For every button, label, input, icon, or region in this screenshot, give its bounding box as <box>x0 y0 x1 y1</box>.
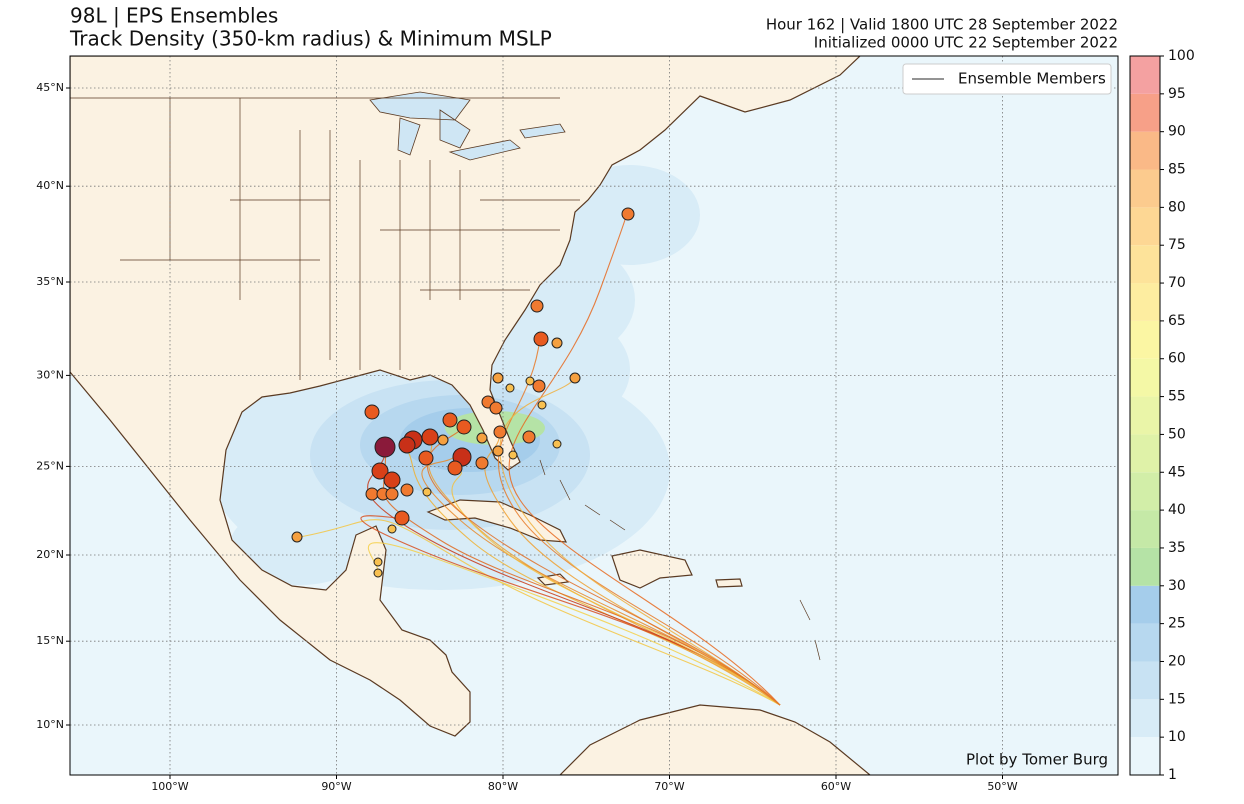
colorbar-tick-label: 65 <box>1168 313 1186 329</box>
colorbar-tick-label: 55 <box>1168 389 1186 405</box>
colorbar-band <box>1130 93 1160 132</box>
lon-tick-label: 50°W <box>987 780 1017 793</box>
state-borders <box>70 97 580 380</box>
lat-tick-label: 40°N <box>36 179 64 192</box>
lon-tick-label: 80°W <box>488 780 518 793</box>
colorbar-band <box>1130 207 1160 246</box>
credit: Plot by Tomer Burg <box>966 751 1108 769</box>
colorbar-tick-label: 15 <box>1168 691 1186 707</box>
colorbar-band <box>1130 510 1160 548</box>
colorbar: 1 10 15 20 25 30 35 40 45 50 55 60 65 70 75 80 85 90 95 100 <box>1129 48 1195 783</box>
init-time: Initialized 0000 UTC 22 September 2022 <box>814 34 1118 52</box>
colorbar-band <box>1130 245 1160 284</box>
colorbar-tick-label: 30 <box>1168 578 1186 594</box>
south-america <box>559 704 871 775</box>
lon-tick-label: 90°W <box>321 780 351 793</box>
colorbar-band <box>1130 661 1160 700</box>
subtitle: Track Density (350-km radius) & Minimum … <box>69 27 552 51</box>
legend: Ensemble Members <box>902 63 1112 95</box>
great-lakes <box>369 91 566 161</box>
colorbar-band <box>1130 434 1160 473</box>
grid <box>70 56 1118 775</box>
colorbar-band <box>1130 169 1160 208</box>
bahamas <box>539 459 821 661</box>
lon-tick-label: 60°W <box>821 780 851 793</box>
map-frame <box>69 55 1119 776</box>
lat-tick-label: 15°N <box>36 634 64 647</box>
colorbar-band <box>1130 283 1160 321</box>
colorbar-band <box>1130 472 1160 511</box>
colorbar-band <box>1130 737 1160 775</box>
colorbar-tick-label: 100 <box>1168 48 1195 64</box>
lat-tick-label: 25°N <box>36 459 64 472</box>
colorbar-tick-label: 10 <box>1168 729 1186 745</box>
hispaniola <box>611 549 693 589</box>
colorbar-tick-label: 95 <box>1168 86 1186 102</box>
lat-tick-label: 30°N <box>36 368 64 381</box>
colorbar-tick-label: 1 <box>1168 767 1177 783</box>
colorbar-tick-label: 85 <box>1168 162 1186 178</box>
legend-label: Ensemble Members <box>958 70 1106 88</box>
minimum-mslp-points <box>291 207 635 578</box>
colorbar-band <box>1130 56 1160 94</box>
colorbar-tick-label: 25 <box>1168 616 1186 632</box>
colorbar-frame <box>1129 55 1161 776</box>
valid-time: Hour 162 | Valid 1800 UTC 28 September 2… <box>766 16 1118 34</box>
colorbar-tick-label: 20 <box>1168 653 1186 669</box>
colorbar-band <box>1130 547 1160 586</box>
lon-tick-label: 100°W <box>151 780 188 793</box>
colorbar-tick-label: 90 <box>1168 124 1186 140</box>
north-america <box>70 56 861 737</box>
puerto-rico <box>715 578 743 588</box>
colorbar-band <box>1130 623 1160 662</box>
colorbar-band <box>1130 396 1160 435</box>
colorbar-band <box>1130 131 1160 170</box>
lat-tick-label: 20°N <box>36 548 64 561</box>
colorbar-band <box>1130 585 1160 624</box>
colorbar-tick-label: 70 <box>1168 275 1186 291</box>
colorbar-tick-label: 45 <box>1168 464 1186 480</box>
colorbar-tick-label: 35 <box>1168 540 1186 556</box>
colorbar-tick-label: 80 <box>1168 199 1186 215</box>
colorbar-band <box>1130 358 1160 397</box>
colorbar-tick-label: 60 <box>1168 351 1186 367</box>
colorbar-band <box>1130 699 1160 738</box>
lon-tick-label: 70°W <box>654 780 684 793</box>
lat-tick-label: 10°N <box>36 718 64 731</box>
colorbar-tick-label: 40 <box>1168 502 1186 518</box>
legend-box <box>902 63 1112 95</box>
map <box>70 56 1118 775</box>
lat-tick-label: 45°N <box>36 81 64 94</box>
title: 98L | EPS Ensembles <box>70 4 278 28</box>
colorbar-tick-label: 75 <box>1168 237 1186 253</box>
colorbar-band <box>1130 320 1160 359</box>
colorbar-tick-label: 50 <box>1168 426 1186 442</box>
cuba <box>426 499 568 543</box>
lat-tick-label: 35°N <box>36 275 64 288</box>
